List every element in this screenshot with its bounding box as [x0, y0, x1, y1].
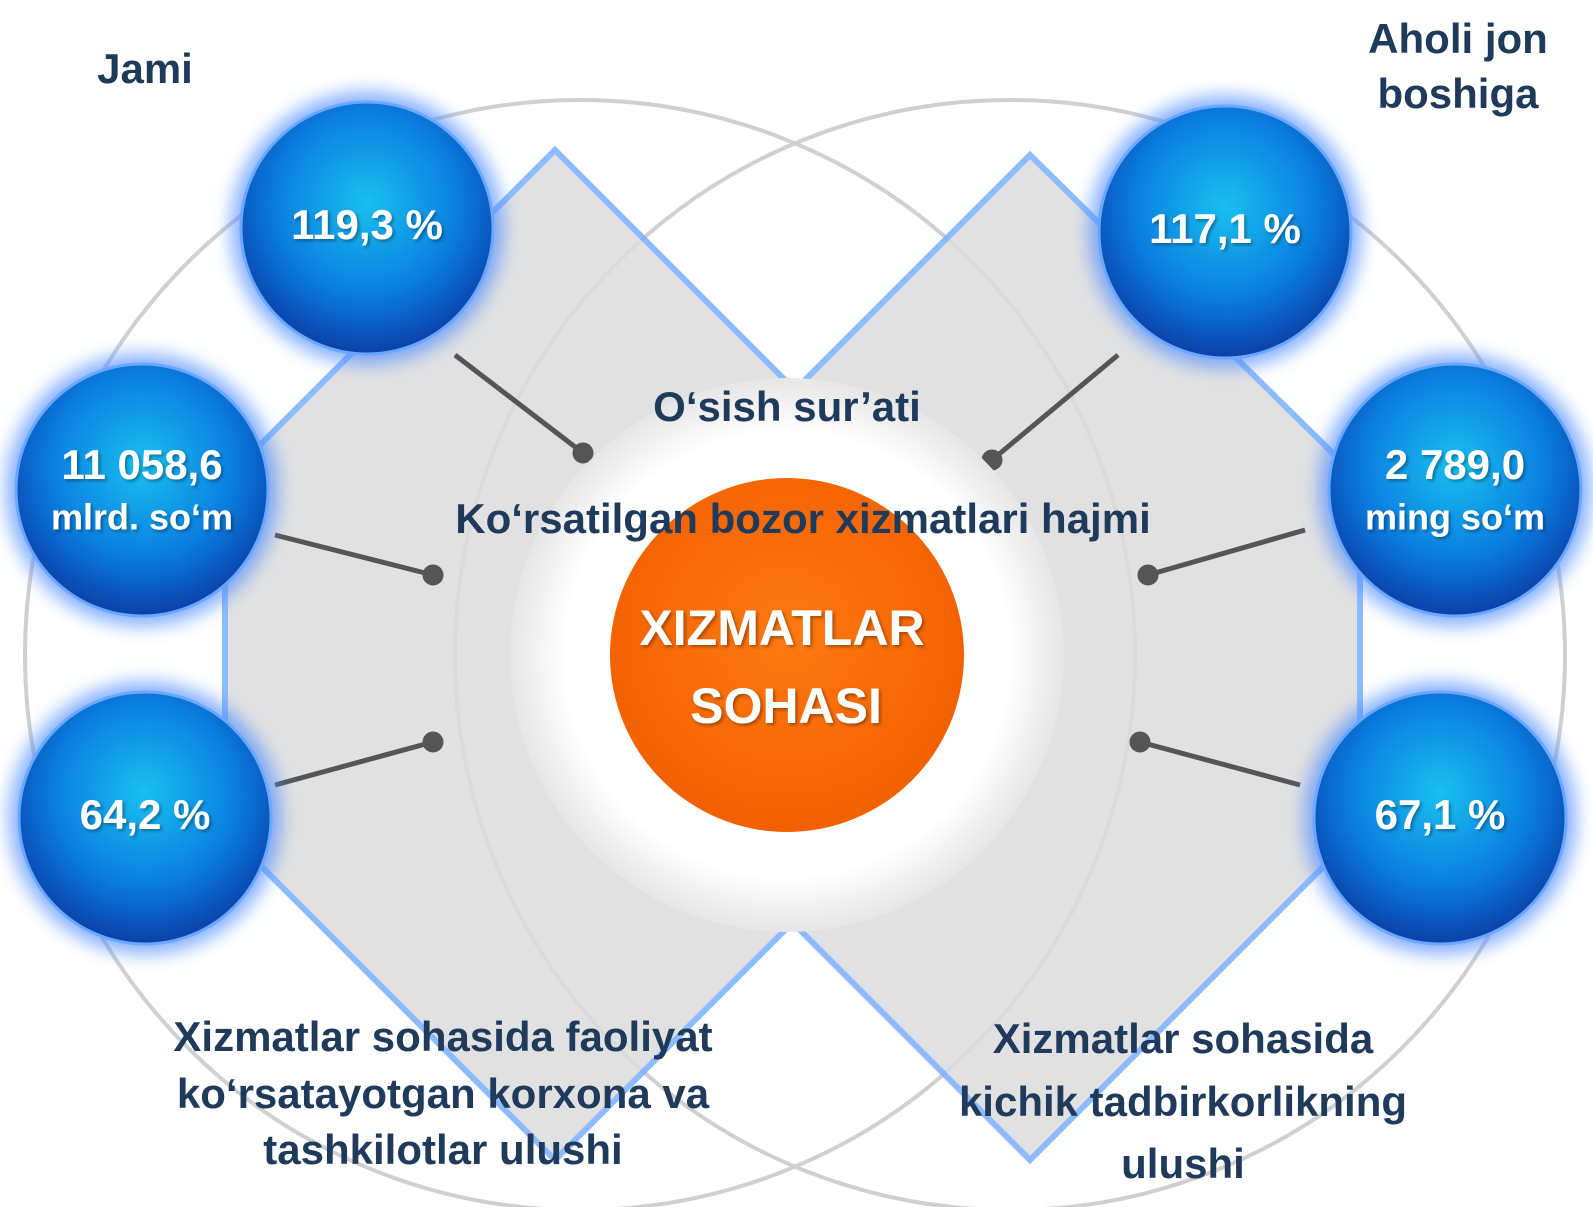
volume-label: Ko‘rsatilgan bozor xizmatlari hajmi — [455, 495, 1150, 542]
background-shapes — [23, 98, 1567, 1207]
value-text: 117,1 % — [1149, 205, 1301, 252]
growth-label: O‘sish sur’ati — [653, 383, 921, 430]
value-text: 64,2 % — [80, 791, 211, 838]
value-text: 2 789,0 — [1385, 441, 1525, 488]
value-text: 119,3 % — [291, 201, 443, 248]
bottom-right-text: kichik tadbirkorlikning — [959, 1078, 1407, 1125]
right-header: boshiga — [1377, 70, 1539, 117]
bottom-right-text: ulushi — [1121, 1140, 1245, 1187]
value-circle — [239, 100, 495, 356]
center-title: XIZMATLAR — [639, 600, 924, 656]
value-circle — [14, 362, 270, 618]
center-title: SOHASI — [690, 678, 882, 734]
value-text: 11 058,6 — [61, 441, 222, 488]
value-circle — [17, 690, 273, 946]
bottom-left-text: ko‘rsatayotgan korxona va — [177, 1070, 710, 1117]
value-circle — [1097, 104, 1353, 360]
value-circles: 119,3 % 11 058,6 mlrd. so‘m 64,2 % 117,1 % 2 … — [6, 92, 1591, 954]
right-header: Aholi jon — [1368, 15, 1548, 62]
bottom-left-text: Xizmatlar sohasida faoliyat — [173, 1013, 712, 1060]
value-circle — [1327, 362, 1583, 618]
value-text: 67,1 % — [1375, 791, 1506, 838]
left-header: Jami — [97, 45, 193, 92]
center-circle — [610, 478, 964, 832]
connectors — [274, 353, 1306, 788]
value-text: mlrd. so‘m — [51, 497, 233, 538]
bottom-left-text: tashkilotlar ulushi — [263, 1126, 622, 1173]
bottom-right-text: Xizmatlar sohasida — [993, 1015, 1374, 1062]
value-circle — [1312, 690, 1568, 946]
value-text: ming so‘m — [1365, 497, 1545, 538]
